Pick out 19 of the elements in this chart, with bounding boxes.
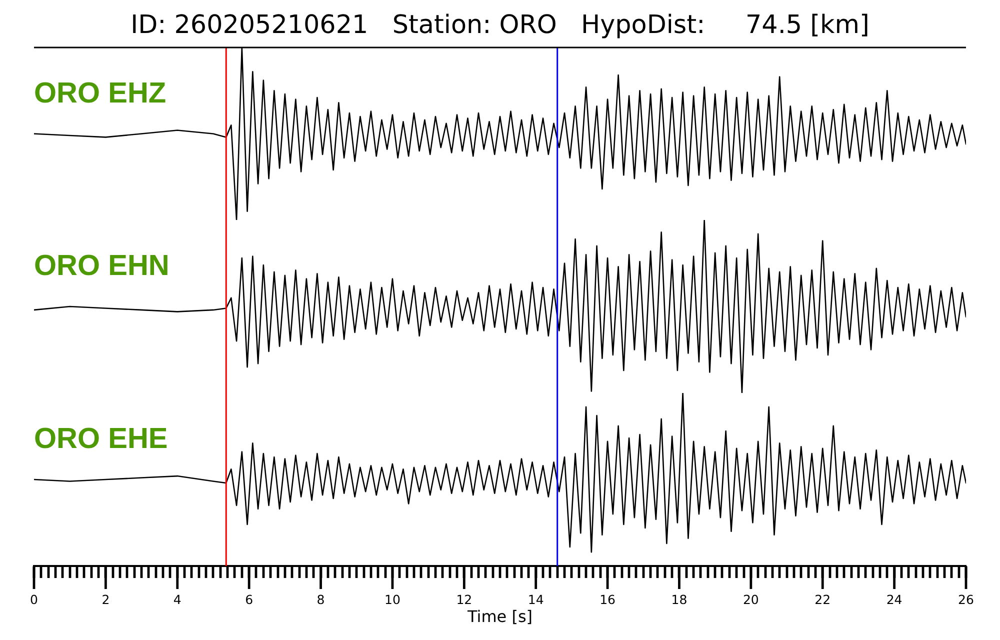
series-label: ORO EHN <box>34 250 170 282</box>
x-tick-label: 4 <box>173 592 182 607</box>
x-tick-label: 12 <box>456 592 472 607</box>
series-label: ORO EHE <box>34 423 168 455</box>
x-tick-label: 18 <box>671 592 688 607</box>
x-tick-label: 26 <box>958 592 974 607</box>
x-tick-label: 10 <box>384 592 400 607</box>
x-tick-label: 8 <box>316 592 325 607</box>
x-tick-label: 14 <box>528 592 544 607</box>
series-label: ORO EHZ <box>34 77 166 110</box>
x-tick-label: 6 <box>245 592 254 607</box>
x-tick-label: 16 <box>600 592 616 607</box>
x-tick-label: 22 <box>814 592 831 607</box>
x-tick-label: 0 <box>30 592 38 607</box>
chart-title: ID: 260205210621 Station: ORO HypoDist: 74.5 [km] <box>130 8 870 39</box>
x-tick-label: 2 <box>102 592 110 607</box>
x-tick-label: 20 <box>742 592 759 607</box>
x-tick-label: 24 <box>886 592 902 607</box>
x-axis-title: Time [s] <box>466 606 533 626</box>
